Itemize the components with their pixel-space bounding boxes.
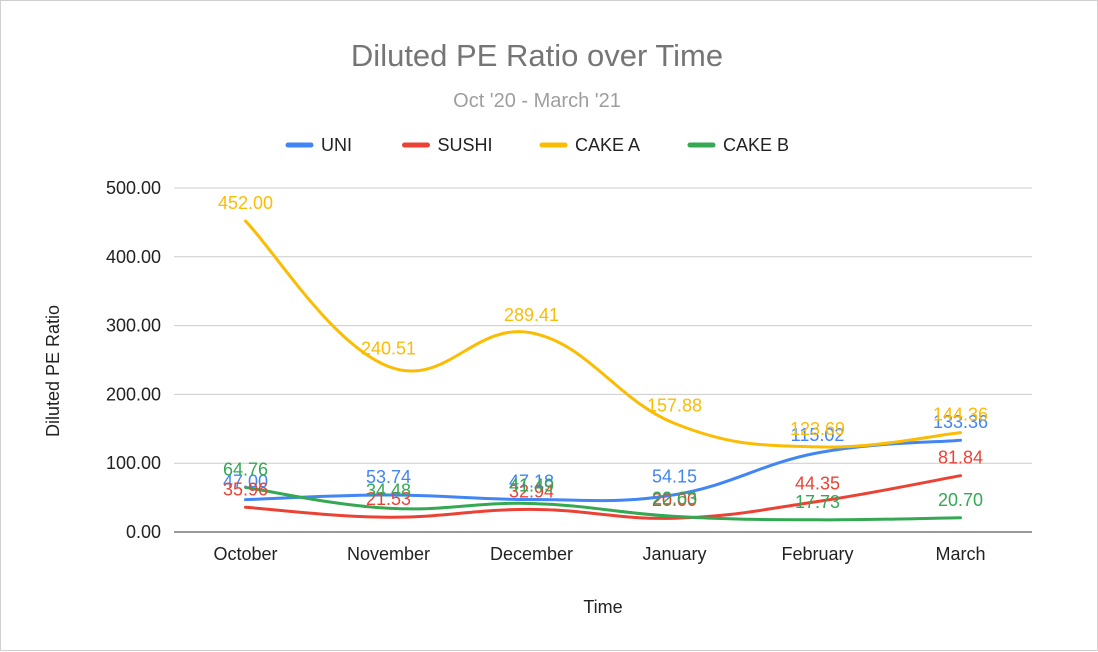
data-label-uni: 47.18 bbox=[509, 472, 554, 492]
data-label-cake-b: 20.70 bbox=[938, 490, 983, 510]
y-tick-label: 0.00 bbox=[126, 522, 161, 542]
gridlines bbox=[174, 187, 1032, 533]
x-tick-label: October bbox=[213, 544, 277, 564]
data-label-sushi: 32.94 bbox=[509, 481, 554, 501]
data-label-sushi: 35.96 bbox=[223, 479, 268, 499]
data-label-sushi: 44.35 bbox=[795, 473, 840, 493]
legend-label-cake-b: CAKE B bbox=[723, 135, 789, 155]
data-label-cake-a: 157.88 bbox=[647, 395, 702, 415]
data-label-cake-a: 123.69 bbox=[790, 419, 845, 439]
series-line-cake-b bbox=[244, 485, 962, 522]
data-label-cake-a: 144.36 bbox=[933, 405, 988, 425]
data-label-sushi: 20.00 bbox=[652, 490, 697, 510]
data-label-uni: 53.74 bbox=[366, 467, 411, 487]
x-axis-ticks: October November December January February Ma… bbox=[213, 544, 985, 564]
data-label-cake-b: 41.49 bbox=[509, 475, 554, 495]
data-label-sushi: 81.84 bbox=[938, 448, 983, 468]
data-label-uni: 47.00 bbox=[223, 472, 268, 492]
data-label-cake-a: 452.00 bbox=[218, 193, 273, 213]
series-line-sushi bbox=[244, 474, 962, 520]
legend-label-cake-a: CAKE A bbox=[575, 135, 640, 155]
series-lines bbox=[244, 219, 962, 522]
x-axis-title: Time bbox=[583, 597, 622, 617]
data-labels: 47.00 53.74 47.18 54.15 115.02 133.36 35.96 21.… bbox=[218, 193, 988, 512]
data-label-cake-b: 17.73 bbox=[795, 492, 840, 512]
y-tick-label: 500.00 bbox=[106, 178, 161, 198]
x-tick-label: February bbox=[781, 544, 853, 564]
y-tick-label: 300.00 bbox=[106, 316, 161, 336]
x-tick-label: November bbox=[347, 544, 430, 564]
x-tick-label: January bbox=[642, 544, 706, 564]
x-tick-label: December bbox=[490, 544, 573, 564]
data-label-cake-b: 64.76 bbox=[223, 459, 268, 479]
legend: UNI SUSHI CAKE A CAKE B bbox=[285, 135, 789, 155]
legend-label-uni: UNI bbox=[321, 135, 352, 155]
y-axis-ticks: 0.00 100.00 200.00 300.00 400.00 500.00 bbox=[106, 178, 161, 542]
y-tick-label: 100.00 bbox=[106, 453, 161, 473]
series-line-cake-a bbox=[244, 219, 962, 449]
data-label-cake-a: 289.41 bbox=[504, 305, 559, 325]
data-label-cake-b: 34.48 bbox=[366, 480, 411, 500]
chart-subtitle: Oct '20 - March '21 bbox=[453, 90, 621, 112]
data-label-cake-a: 240.51 bbox=[361, 339, 416, 359]
data-label-sushi: 21.53 bbox=[366, 489, 411, 509]
y-tick-label: 200.00 bbox=[106, 384, 161, 404]
legend-label-sushi: SUSHI bbox=[438, 135, 493, 155]
data-label-cake-b: 22.63 bbox=[652, 488, 697, 508]
y-tick-label: 400.00 bbox=[106, 247, 161, 267]
data-label-uni: 115.02 bbox=[791, 425, 845, 445]
y-axis-title: Diluted PE Ratio bbox=[43, 305, 63, 437]
chart-title: Diluted PE Ratio over Time bbox=[351, 38, 723, 73]
data-label-uni: 133.36 bbox=[933, 412, 988, 432]
series-line-uni bbox=[244, 438, 962, 503]
data-label-uni: 54.15 bbox=[652, 467, 697, 487]
x-tick-label: March bbox=[935, 544, 985, 564]
